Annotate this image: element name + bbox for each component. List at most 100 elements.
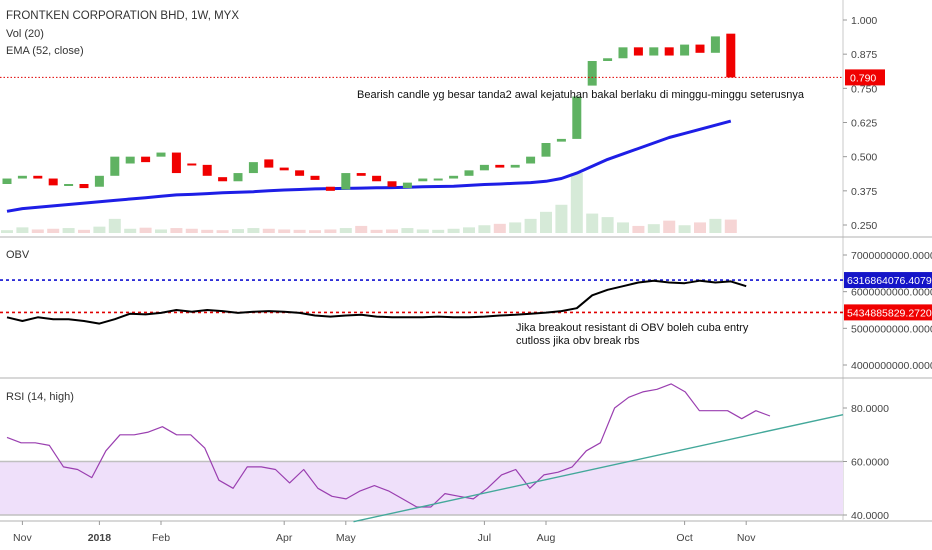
- candle-up: [418, 178, 428, 182]
- volume-bar: [155, 229, 167, 233]
- candle-down: [79, 184, 89, 189]
- candle-down: [187, 163, 197, 166]
- candle-up: [2, 178, 12, 184]
- current-price-badge: [845, 69, 885, 86]
- time-tick-label: Aug: [537, 532, 556, 544]
- candle-down: [325, 186, 335, 191]
- obv-tick-label: 5000000000.0000: [851, 323, 932, 335]
- candle-down: [48, 178, 58, 186]
- candle-up: [156, 152, 166, 157]
- candle-up: [433, 178, 443, 181]
- candle-up: [64, 184, 74, 186]
- candle-up: [402, 182, 412, 189]
- time-tick-label: Oct: [676, 532, 692, 544]
- volume-indicator-label: Vol (20): [6, 28, 44, 40]
- volume-bar: [93, 226, 106, 233]
- volume-bar: [370, 229, 383, 233]
- volume-bar: [170, 228, 183, 233]
- ema-line: [6, 119, 732, 213]
- volume-bar: [401, 228, 414, 233]
- rsi-line: [6, 383, 771, 508]
- volume-bar: [1, 230, 13, 233]
- volume-bar: [570, 173, 583, 233]
- price-tick-label: 1.000: [851, 15, 877, 27]
- rsi-tick-label: 80.0000: [851, 403, 889, 415]
- obv-resistance-badge: [844, 272, 932, 289]
- obv-annotation-line-2: cutloss jika obv break rbs: [516, 335, 640, 347]
- volume-bar: [555, 204, 568, 233]
- panel-frames: [0, 0, 932, 522]
- volume-bar: [185, 228, 198, 233]
- volume-bar: [108, 218, 121, 233]
- volume-bar: [478, 225, 491, 233]
- volume-bar: [509, 222, 522, 233]
- time-tick-label: Nov: [13, 532, 32, 544]
- candle-down: [372, 175, 382, 182]
- time-tick-label: Jul: [478, 532, 491, 544]
- rsi-title: RSI (14, high): [6, 391, 74, 403]
- candle-down: [387, 181, 397, 187]
- volume-bar: [432, 229, 445, 233]
- price-tick-label: 0.375: [851, 186, 877, 198]
- time-tick-label: Feb: [152, 532, 170, 544]
- candle-up: [17, 175, 27, 179]
- current-price-label: 0.790: [850, 72, 876, 84]
- volume-bar: [647, 224, 660, 233]
- candle-down: [633, 47, 643, 56]
- candle-up: [94, 175, 104, 187]
- rsi-lines: [0, 383, 844, 523]
- candle-down: [664, 47, 674, 56]
- price-tick-label: 0.250: [851, 220, 877, 232]
- candle-up: [464, 170, 474, 176]
- volume-bar: [724, 219, 737, 233]
- volume-bars: [1, 173, 737, 233]
- time-tick-label: Nov: [737, 532, 756, 544]
- candle-up: [556, 138, 566, 142]
- volume-bar: [339, 228, 352, 233]
- volume-bar: [416, 229, 429, 233]
- candle-down: [356, 173, 366, 176]
- candles: [2, 33, 736, 191]
- candle-up: [341, 173, 351, 190]
- time-axis: Nov 2018 Feb Apr May Jul Aug Oct Nov: [13, 521, 756, 544]
- volume-bar: [201, 229, 214, 233]
- ema-line-group: [6, 119, 732, 213]
- volume-bar: [309, 230, 321, 233]
- volume-bar: [16, 227, 29, 233]
- rsi-axis: 80.0000 60.0000 40.0000: [843, 403, 889, 522]
- obv-tick-label: 7000000000.0000: [851, 250, 932, 262]
- volume-bar: [601, 217, 614, 233]
- candle-down: [279, 167, 289, 171]
- rsi-tick-label: 60.0000: [851, 457, 889, 469]
- obv-annotation-line-1: Jika breakout resistant di OBV boleh cub…: [516, 322, 749, 334]
- obv-tick-label: 4000000000.0000: [851, 360, 932, 372]
- rsi-band: [0, 461, 843, 515]
- candle-down: [495, 164, 505, 168]
- candle-down: [726, 33, 736, 78]
- volume-bar: [247, 228, 260, 233]
- time-tick-label: May: [336, 532, 357, 544]
- candle-up: [649, 47, 659, 56]
- time-tick-label: 2018: [88, 532, 112, 544]
- volume-bar: [293, 229, 306, 233]
- volume-bar: [324, 229, 337, 233]
- price-annotation: Bearish candle yg besar tanda2 awal keja…: [357, 89, 805, 101]
- volume-bar: [524, 218, 537, 233]
- volume-bar: [139, 227, 152, 233]
- volume-bar: [617, 222, 629, 233]
- rsi-tick-label: 40.0000: [851, 510, 889, 522]
- candle-down: [264, 159, 274, 168]
- candle-down: [33, 175, 43, 179]
- volume-bar: [540, 211, 552, 233]
- candle-up: [479, 164, 489, 171]
- candle-down: [218, 177, 228, 182]
- candle-up: [526, 156, 536, 164]
- volume-bar: [62, 228, 75, 233]
- candle-up: [233, 173, 243, 182]
- obv-lines: [0, 279, 843, 325]
- obv-support-label: 5434885829.2720: [847, 307, 932, 319]
- obv-title: OBV: [6, 249, 30, 261]
- candle-down: [141, 156, 151, 163]
